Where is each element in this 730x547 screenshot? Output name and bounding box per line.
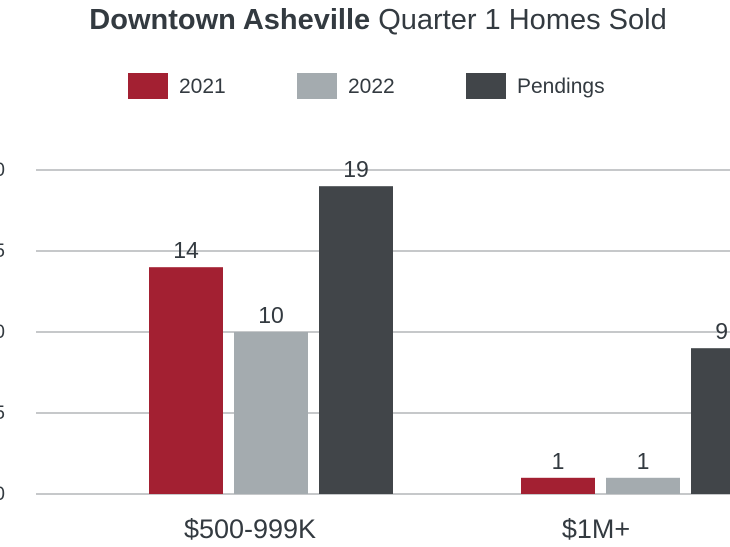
y-tick-label: 5 [0, 403, 5, 424]
bar-value-label: 14 [173, 237, 199, 263]
bar-2021-0 [149, 267, 223, 494]
x-category-label: $1M+ [562, 514, 630, 544]
y-tick-label: 0 [0, 160, 5, 181]
bar-2021-1 [521, 477, 595, 494]
bar-value-label: 1 [637, 448, 650, 474]
bar-pendings-1 [691, 348, 730, 494]
bar-2022-0 [234, 332, 308, 494]
x-category-label: $500-999K [184, 514, 316, 544]
x-axis: $500-999K $1M+ [184, 514, 630, 544]
y-tick-label: 0 [0, 322, 5, 343]
chart-title: Downtown Asheville Quarter 1 Homes Sold [89, 4, 666, 36]
y-axis: 0 5 0 5 0 [0, 160, 5, 505]
bar-value-label: 10 [258, 302, 284, 328]
legend-label: 2021 [179, 75, 226, 98]
bar-value-label: 19 [343, 156, 369, 182]
legend-swatch [466, 73, 506, 99]
chart-title-bold: Downtown Asheville [89, 4, 370, 36]
legend: 2021 2022 Pendings [128, 73, 605, 99]
legend-swatch [128, 73, 168, 99]
y-tick-label: 0 [0, 484, 5, 505]
y-tick-label: 5 [0, 241, 5, 262]
bar-value-label: 1 [552, 448, 565, 474]
legend-swatch [297, 73, 337, 99]
bar-value-label: 9 [715, 318, 728, 344]
legend-label: Pendings [517, 75, 605, 98]
bar-2022-1 [606, 477, 680, 494]
chart-title-rest: Quarter 1 Homes Sold [378, 4, 667, 36]
bars: 14 1 10 1 19 9 [149, 156, 730, 494]
bar-pendings-0 [319, 186, 393, 494]
legend-label: 2022 [348, 75, 395, 98]
